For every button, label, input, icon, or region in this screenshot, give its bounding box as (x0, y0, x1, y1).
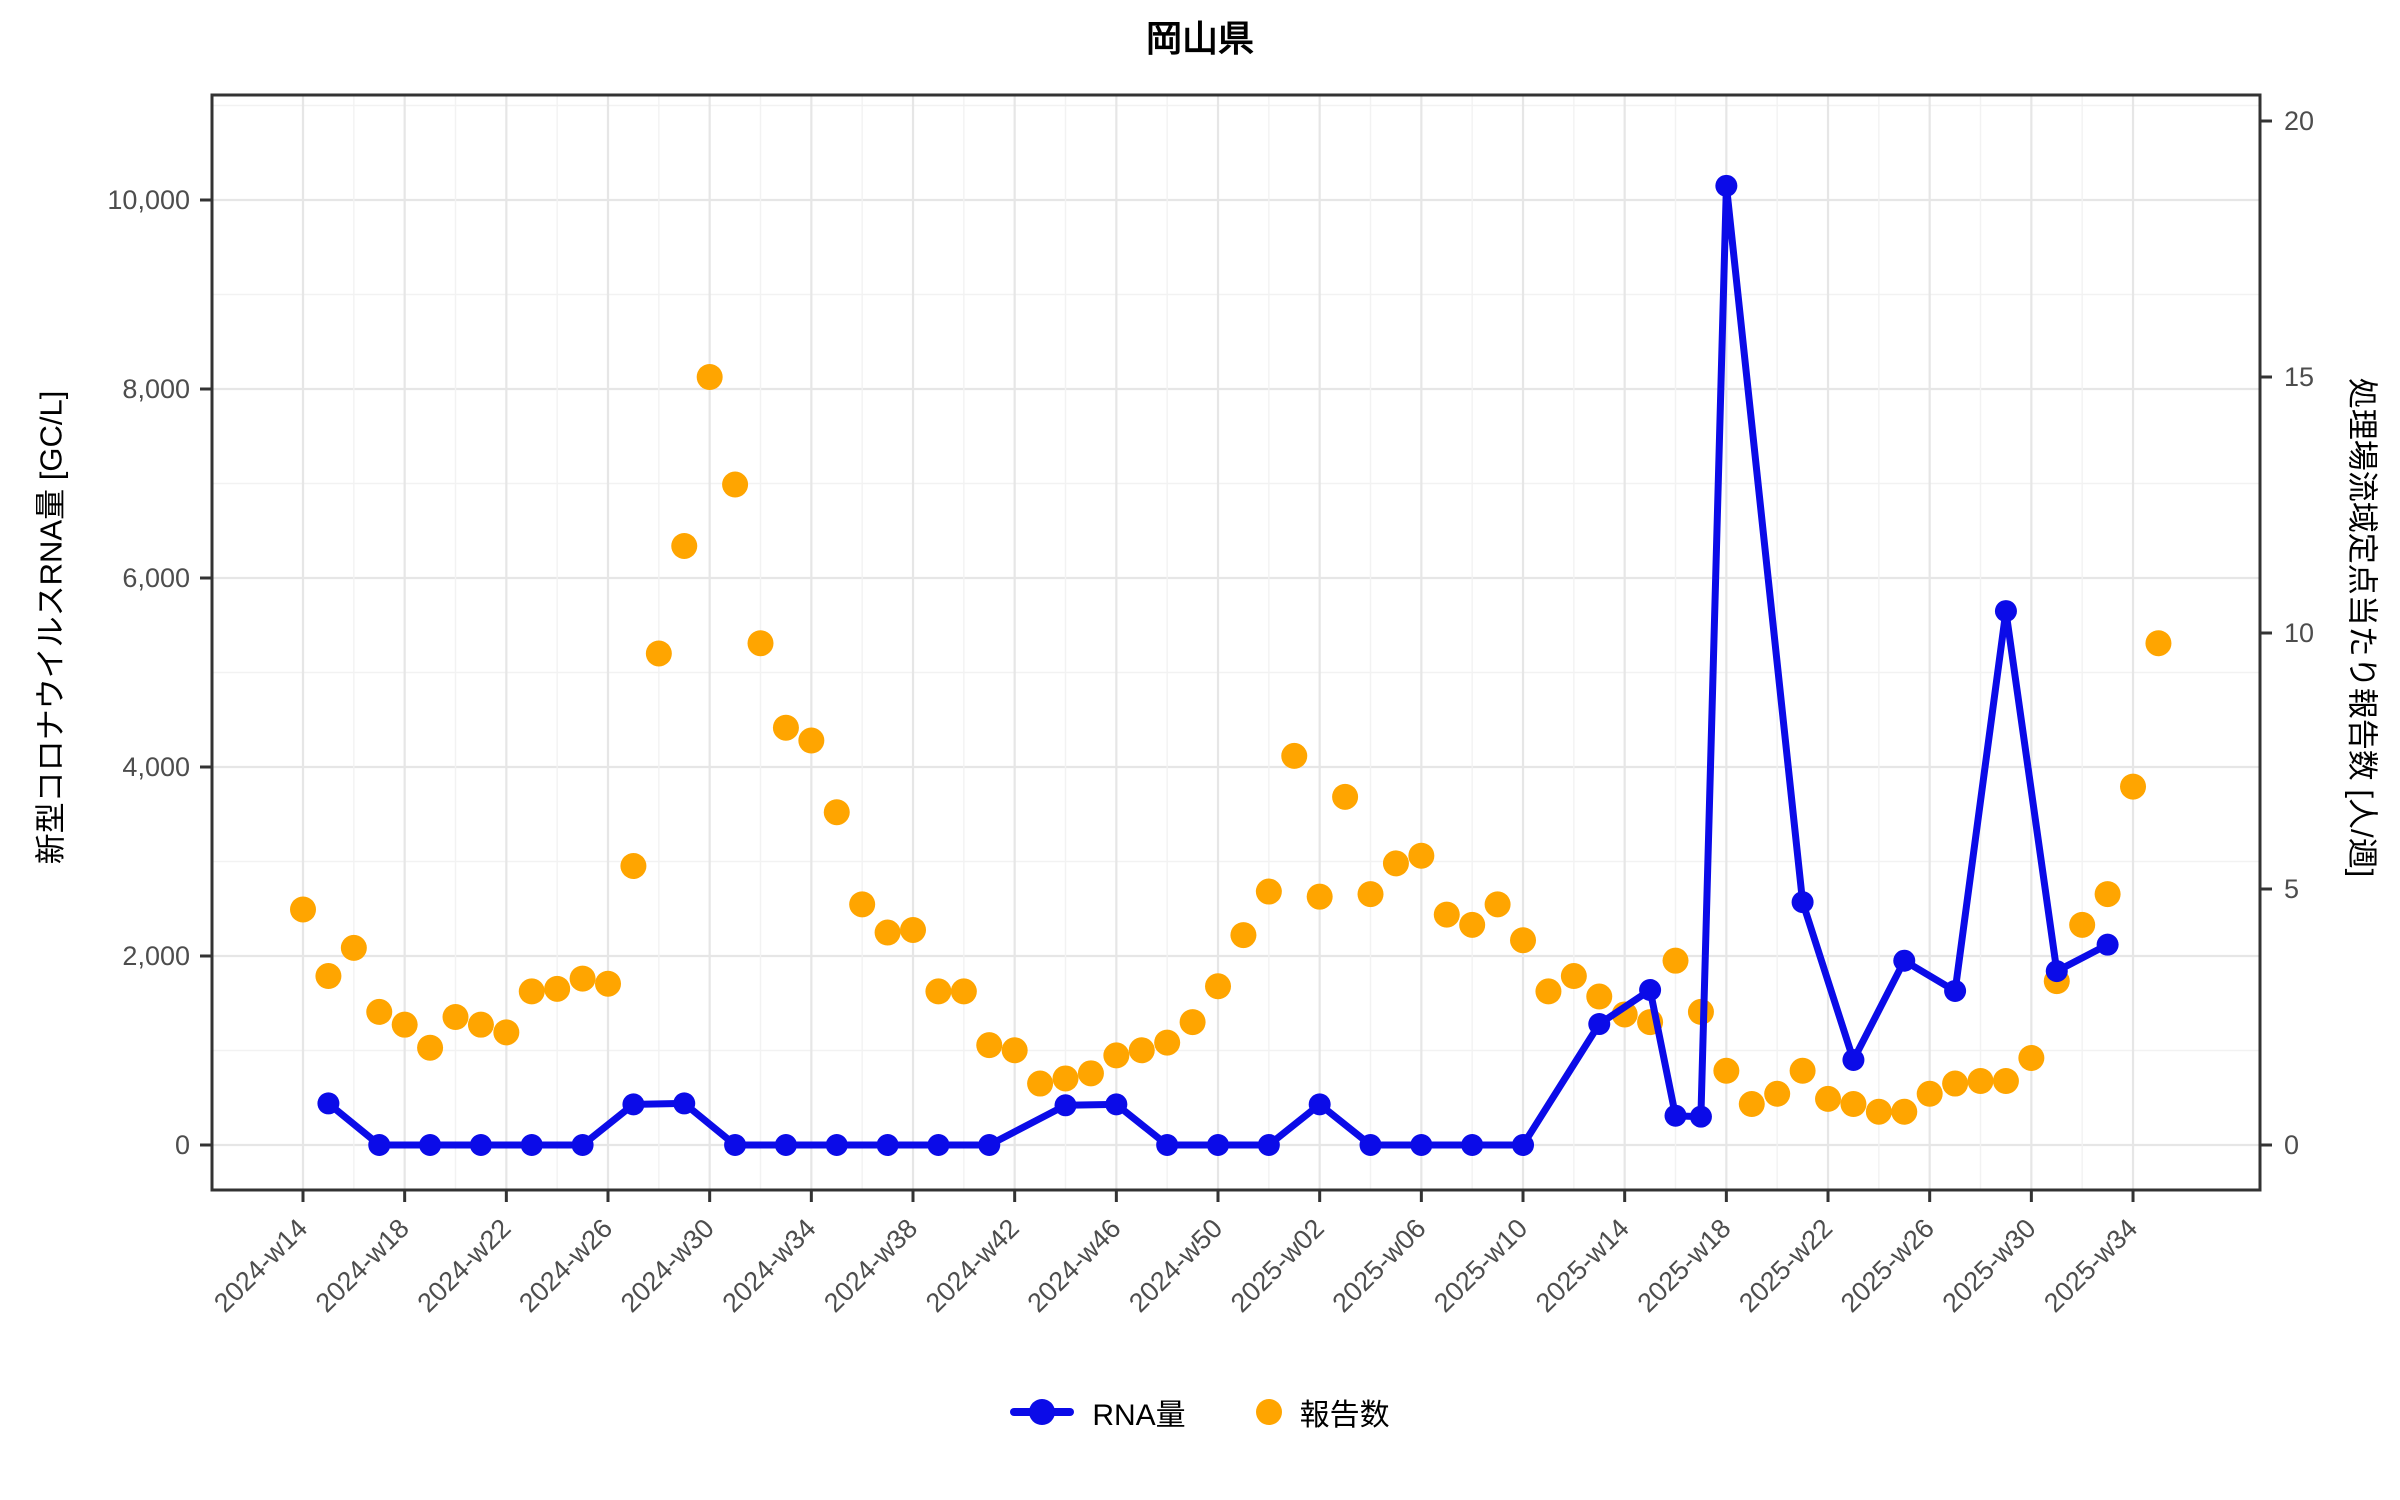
svg-text:2025-w14: 2025-w14 (1530, 1213, 1635, 1318)
svg-text:2024-w30: 2024-w30 (615, 1213, 720, 1318)
legend-item-reported: 報告数 (1255, 1390, 1390, 1434)
legend: RNA量 報告数 (0, 1390, 2400, 1434)
legend-rna-label: RNA量 (1092, 1399, 1186, 1432)
svg-text:4,000: 4,000 (122, 752, 190, 782)
svg-text:2025-w10: 2025-w10 (1428, 1213, 1533, 1318)
svg-text:10,000: 10,000 (107, 185, 190, 215)
svg-text:2024-w50: 2024-w50 (1123, 1213, 1228, 1318)
svg-text:2025-w30: 2025-w30 (1937, 1213, 2042, 1318)
svg-text:2,000: 2,000 (122, 941, 190, 971)
svg-text:6,000: 6,000 (122, 563, 190, 593)
svg-text:2025-w06: 2025-w06 (1327, 1213, 1432, 1318)
left-axis-title: 新型コロナウイルスRNA量 [GC/L] (33, 390, 69, 865)
svg-text:2024-w26: 2024-w26 (513, 1213, 618, 1318)
svg-text:2025-w02: 2025-w02 (1225, 1213, 1330, 1318)
svg-text:5: 5 (2284, 874, 2299, 904)
svg-text:2024-w38: 2024-w38 (818, 1213, 923, 1318)
reported-dot-swatch-icon (1255, 1399, 1282, 1425)
svg-text:0: 0 (175, 1130, 190, 1160)
legend-item-rna: RNA量 (1010, 1390, 1186, 1434)
svg-text:0: 0 (2284, 1130, 2299, 1160)
chart-title: 岡山県 (1145, 18, 1254, 59)
svg-text:2024-w34: 2024-w34 (717, 1213, 822, 1318)
svg-text:10: 10 (2284, 618, 2314, 648)
svg-text:2025-w22: 2025-w22 (1733, 1213, 1838, 1318)
svg-text:15: 15 (2284, 362, 2314, 392)
svg-text:20: 20 (2284, 106, 2314, 136)
svg-text:2025-w26: 2025-w26 (1835, 1213, 1940, 1318)
svg-text:2025-w34: 2025-w34 (2038, 1213, 2143, 1318)
rna-line-swatch-icon (1010, 1399, 1075, 1425)
svg-text:2025-w18: 2025-w18 (1632, 1213, 1737, 1318)
svg-text:8,000: 8,000 (122, 374, 190, 404)
svg-text:2024-w22: 2024-w22 (412, 1213, 517, 1318)
svg-text:2024-w14: 2024-w14 (208, 1213, 313, 1318)
svg-text:2024-w42: 2024-w42 (920, 1213, 1025, 1318)
right-axis-title: 処理場流域定点当たり報告数 [人/週] (2344, 377, 2380, 878)
svg-text:2024-w18: 2024-w18 (310, 1213, 415, 1318)
svg-text:2024-w46: 2024-w46 (1022, 1213, 1127, 1318)
legend-reported-label: 報告数 (1299, 1399, 1390, 1432)
